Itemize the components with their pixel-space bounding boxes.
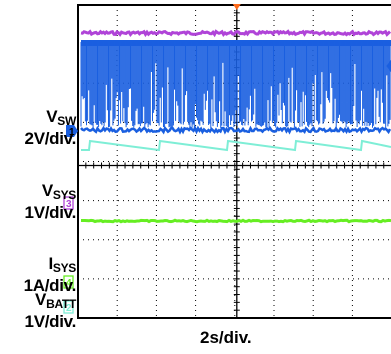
trigger-marker	[232, 4, 241, 10]
channel-marker-number: 3	[66, 199, 72, 210]
channel-marker-box	[63, 196, 74, 210]
vsw-label: VSW 2V/div.	[24, 107, 77, 148]
isys-scale: 1A/div.	[23, 276, 77, 295]
channel-marker-box	[63, 275, 74, 289]
vsw-scale: 2V/div.	[24, 129, 77, 148]
vbatt-label: VBATT 1V/div.	[24, 290, 77, 331]
vsys-scale: 1V/div.	[24, 203, 77, 222]
vsw-trace	[80, 42, 391, 128]
isys-trace	[81, 218, 391, 224]
channel-marker-number: 4	[66, 278, 72, 289]
channel-marker-box	[66, 125, 78, 137]
x-axis-label: 2s/div.	[200, 328, 252, 347]
vbatt-trace	[81, 139, 391, 152]
channel-marker-number: 1	[69, 127, 75, 138]
vbatt-scale: 1V/div.	[24, 312, 77, 331]
isys-label: ISYS 1A/div.	[23, 254, 77, 295]
trigger-level-marker	[386, 60, 391, 72]
traces	[80, 29, 391, 224]
vsw-bottom-trace	[80, 125, 391, 135]
channel-marker-box	[63, 300, 74, 314]
vsys-trace	[80, 29, 391, 38]
vsys-label: VSYS 1V/div.	[24, 181, 77, 222]
channel-marker-number: 2	[66, 303, 72, 314]
channel-markers: 1 3 4 2	[63, 4, 391, 314]
